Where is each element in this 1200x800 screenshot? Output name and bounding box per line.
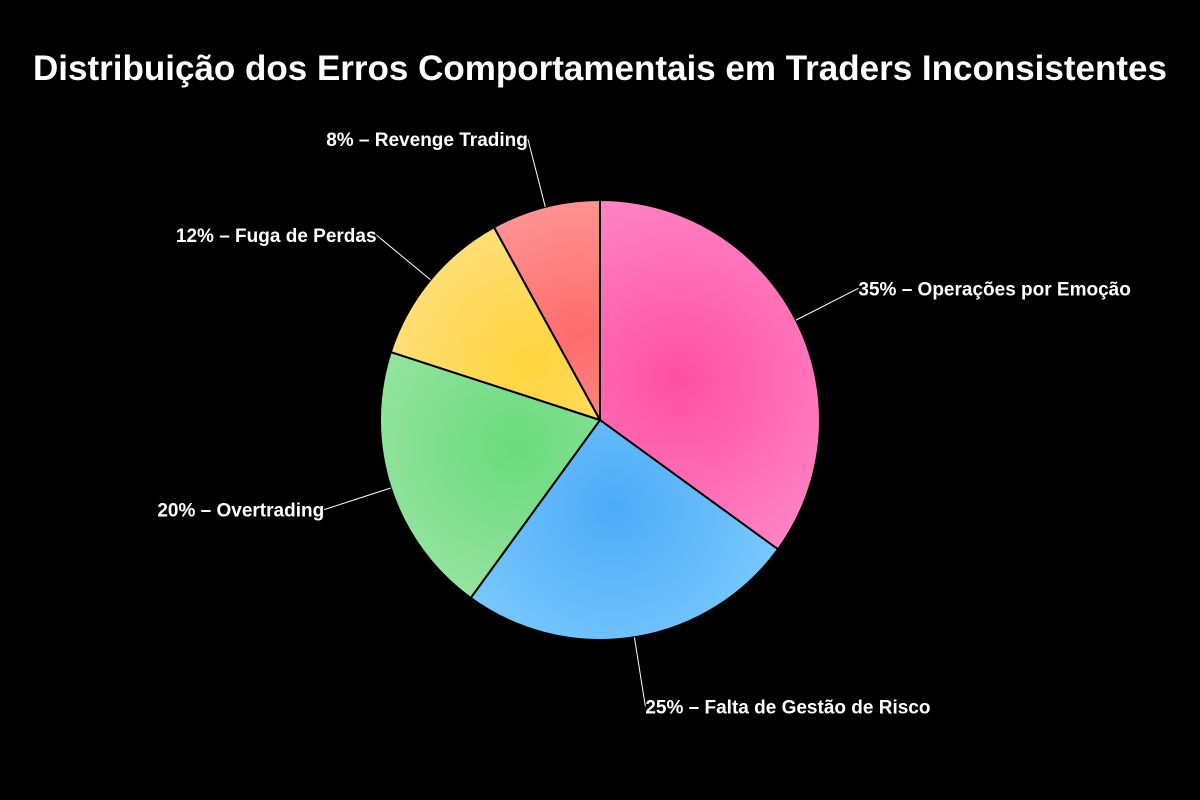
pie-slice (389, 225, 603, 422)
slice-label: 20% – Overtrading (157, 501, 324, 522)
leader-line (527, 138, 546, 208)
leader-line (376, 234, 431, 281)
pie-slices (379, 198, 821, 641)
slice-label: 12% – Fuga de Perdas (176, 226, 377, 247)
pie-slice (492, 198, 601, 421)
pie-slice (379, 350, 602, 600)
slice-labels: 35% – Operações por Emoção 25% – Falta de… (157, 130, 1130, 718)
chart-title: Distribuição dos Erros Comportamentais e… (33, 49, 1167, 88)
slice-label: 25% – Falta de Gestão de Risco (645, 697, 930, 718)
leader-line (633, 637, 646, 707)
leader-line (324, 487, 391, 511)
slice-label: 8% – Revenge Trading (326, 130, 528, 151)
slice-label: 35% – Operações por Emoção (858, 279, 1130, 300)
leader-line (795, 287, 859, 321)
